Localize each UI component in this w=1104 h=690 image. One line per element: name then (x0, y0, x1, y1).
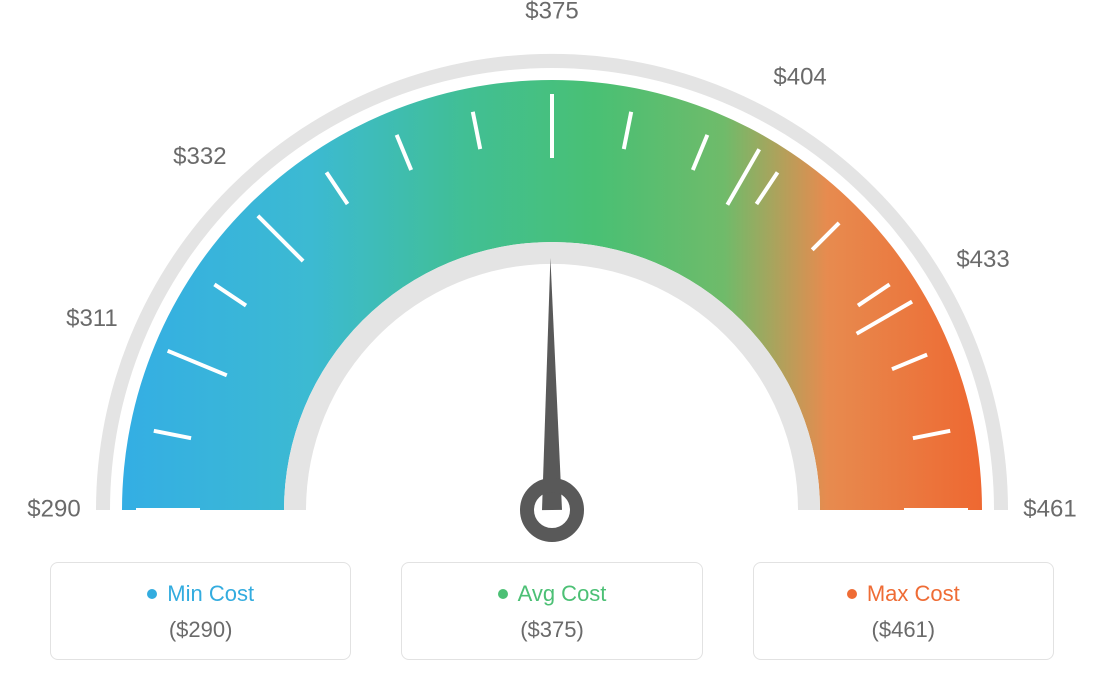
gauge-svg: $290 $311 $332 $375 $404 $433 $461 (0, 0, 1104, 560)
legend-card-min: Min Cost ($290) (50, 562, 351, 660)
tick-label: $404 (773, 64, 826, 91)
legend-label-max: Max Cost (867, 581, 960, 607)
legend-value-min: ($290) (51, 617, 350, 643)
gauge-chart: $290 $311 $332 $375 $404 $433 $461 (0, 0, 1104, 560)
legend-card-max: Max Cost ($461) (753, 562, 1054, 660)
legend-row: Min Cost ($290) Avg Cost ($375) Max Cost… (50, 562, 1054, 660)
tick-label: $290 (27, 495, 80, 522)
legend-label-min: Min Cost (167, 581, 254, 607)
legend-head-min: Min Cost (147, 581, 254, 607)
tick-label: $433 (956, 246, 1009, 273)
legend-head-avg: Avg Cost (498, 581, 607, 607)
legend-dot-min (147, 589, 157, 599)
legend-value-avg: ($375) (402, 617, 701, 643)
legend-card-avg: Avg Cost ($375) (401, 562, 702, 660)
gauge-needle (542, 258, 562, 510)
legend-value-max: ($461) (754, 617, 1053, 643)
tick-label: $332 (173, 143, 226, 170)
tick-label: $311 (66, 305, 118, 332)
legend-head-max: Max Cost (847, 581, 960, 607)
tick-label: $461 (1023, 495, 1076, 522)
tick-label: $375 (525, 0, 578, 24)
legend-label-avg: Avg Cost (518, 581, 607, 607)
legend-dot-avg (498, 589, 508, 599)
legend-dot-max (847, 589, 857, 599)
